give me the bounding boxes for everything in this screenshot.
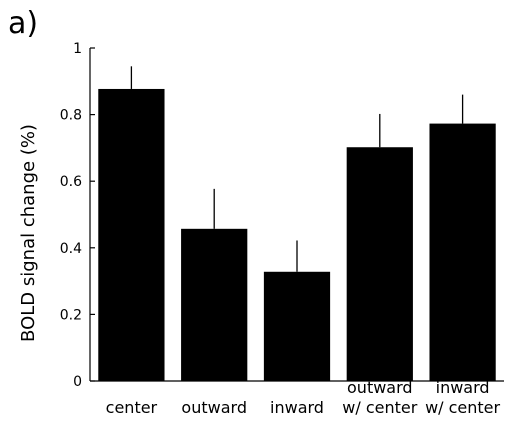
y-ticks: 0 0.2 0.4 0.6 0.8 1	[60, 41, 95, 390]
bar	[429, 123, 496, 381]
x-tick-label: inward	[270, 398, 324, 417]
x-tick-label: center	[106, 398, 158, 417]
x-tick-label: w/ center	[425, 398, 500, 417]
bar	[181, 228, 248, 381]
x-tick-label: w/ center	[342, 398, 417, 417]
x-tick-label: inward	[436, 378, 490, 397]
y-tick-label: 0.2	[60, 307, 82, 323]
y-tick-label: 0.8	[60, 108, 82, 124]
y-tick-label: 0.4	[60, 241, 82, 257]
bars	[98, 66, 496, 382]
bar	[263, 271, 331, 381]
y-tick-label: 0.6	[60, 174, 82, 190]
bar	[346, 147, 413, 381]
y-tick-label: 0	[73, 374, 82, 390]
y-axis-label: BOLD signal change (%)	[18, 124, 39, 342]
bar	[98, 88, 165, 382]
y-tick-label: 1	[73, 41, 82, 57]
panel-label: a)	[8, 6, 38, 41]
x-tick-label: outward	[347, 378, 413, 397]
x-tick-label: outward	[181, 398, 247, 417]
